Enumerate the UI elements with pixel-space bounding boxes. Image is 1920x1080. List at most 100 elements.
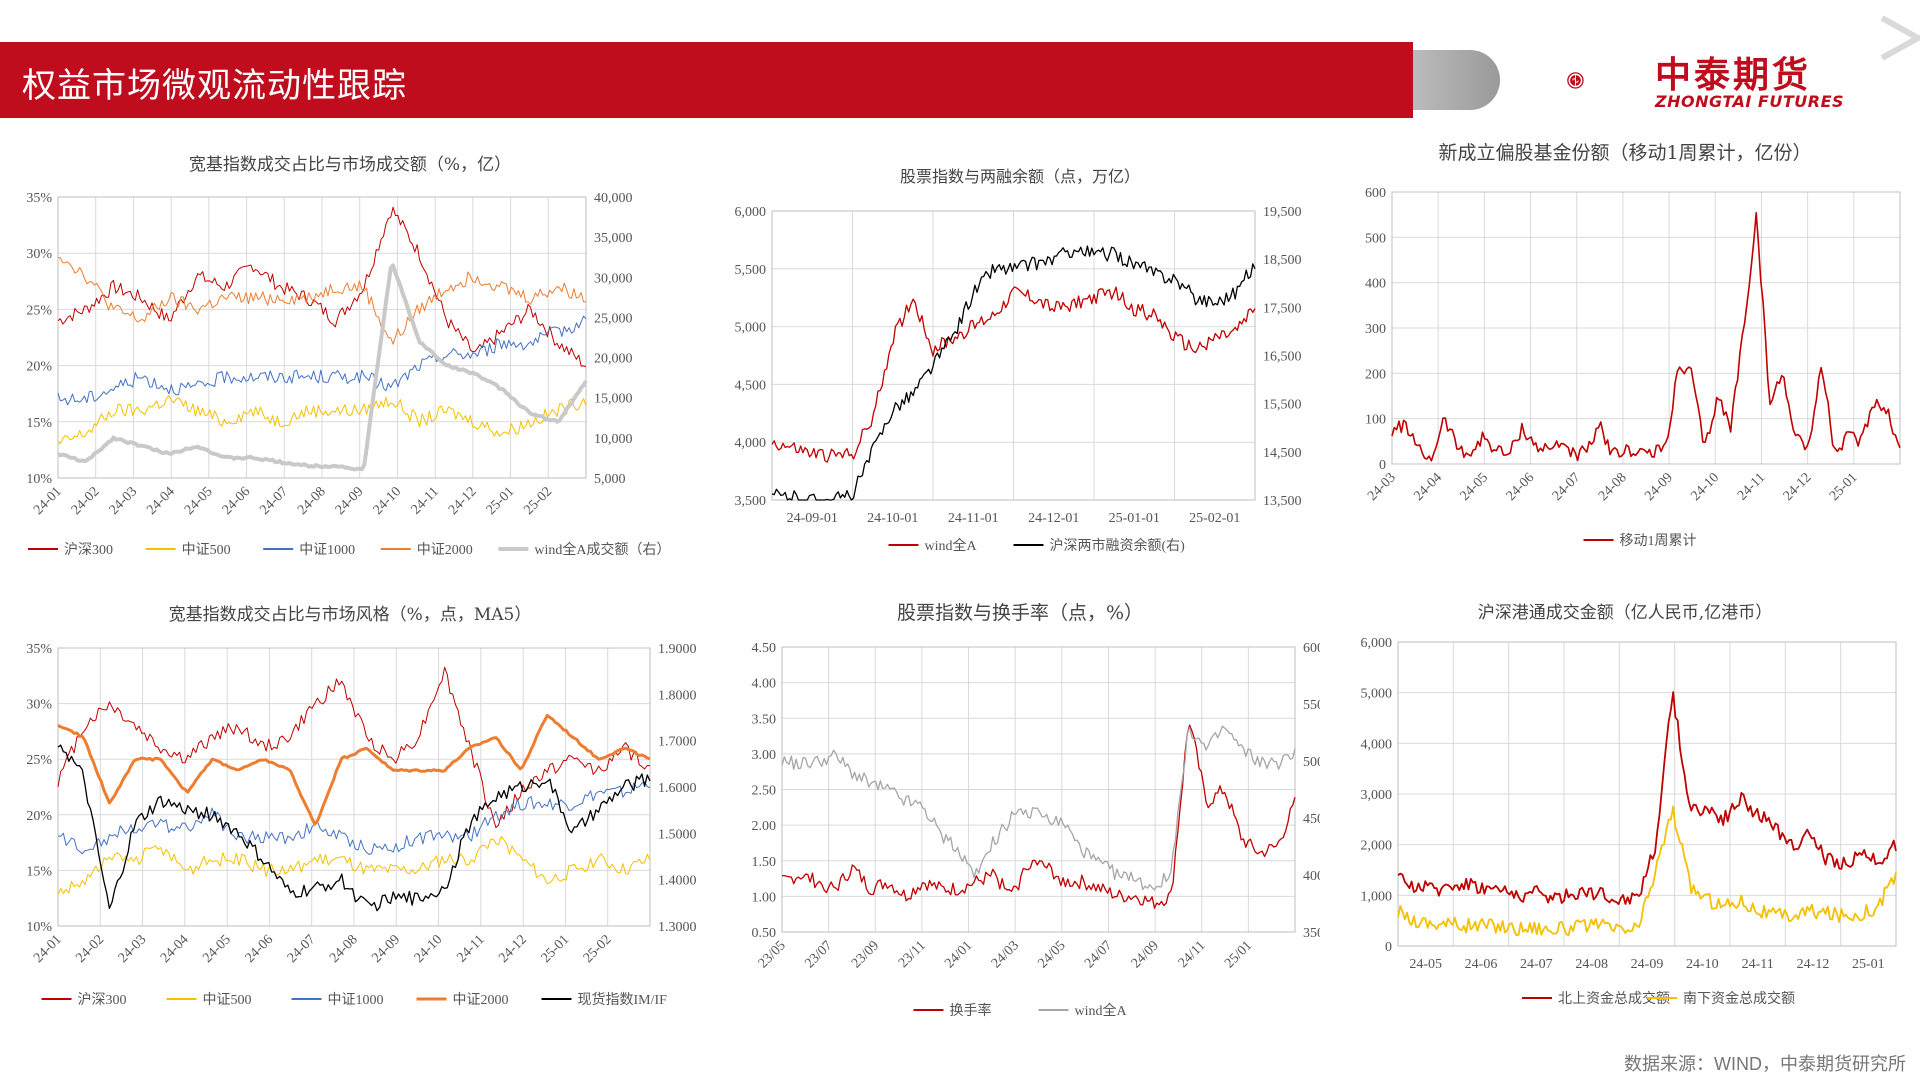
plot-frame [771, 210, 1256, 501]
x-tick-label: 25-01-01 [1109, 511, 1160, 526]
x-tick-label: 24-10 [1686, 957, 1719, 972]
y-tick-label: 0 [1385, 940, 1392, 955]
series-line [57, 263, 588, 472]
series-line [781, 725, 1296, 891]
x-tick-label: 24-12 [446, 484, 480, 518]
y-tick-label: 6,000 [1361, 636, 1393, 651]
x-tick-label: 24-07 [1550, 470, 1584, 504]
x-tick-label: 24-12-01 [1028, 511, 1079, 526]
x-tick-label: 24-11 [1742, 957, 1774, 972]
y2-tick-label: 40,000 [594, 191, 633, 206]
y-tick-label: 2,000 [1361, 839, 1393, 854]
y2-tick-label: 5500 [1303, 698, 1320, 713]
x-tick-label: 24-11-01 [948, 511, 999, 526]
x-tick-label: 24-03 [1365, 470, 1399, 504]
x-tick-label: 23/11 [896, 938, 929, 971]
chart-title: 宽基指数成交占比与市场风格（%，点，MA5） [168, 605, 532, 625]
y-tick-label: 2.50 [752, 784, 777, 799]
y-tick-label: 4.50 [752, 641, 777, 656]
y-tick-label: 15% [26, 864, 52, 879]
y-tick-label: 15% [26, 416, 52, 431]
y2-tick-label: 5,000 [594, 472, 626, 487]
x-tick-label: 25-01 [539, 932, 573, 966]
x-tick-label: 24-10 [371, 484, 405, 518]
y-tick-label: 25% [26, 753, 52, 768]
legend-label: 中证1000 [299, 542, 355, 558]
header-bar [0, 42, 1413, 118]
series-line [57, 744, 651, 912]
legend-label: 北上资金总成交额 [1558, 990, 1670, 1007]
series-line [771, 245, 1256, 501]
legend-label: 沪深300 [64, 542, 113, 558]
plot-frame [1391, 191, 1901, 465]
data-source-note: 数据来源：WIND，中泰期货研究所 [1624, 1054, 1906, 1074]
y2-tick-label: 13,500 [1263, 494, 1302, 509]
chart-title: 股票指数与换手率（点，%） [896, 602, 1144, 624]
x-tick-label: 24-07 [1520, 957, 1553, 972]
y-tick-label: 35% [26, 191, 52, 206]
chart-plot: 600 500 400 300 200 100 024-03 24-04 24-05 24-06 2… [1365, 186, 1901, 549]
x-tick-label: 24-04 [1411, 470, 1445, 504]
chart-title: 沪深港通成交金额（亿人民币,亿港币） [1477, 603, 1773, 623]
chart-plot: 35% 30% 25% 20% 15% 10% 1.9000 1.8000 1.7000 1.60… [26, 642, 696, 1008]
y-tick-label: 30% [26, 247, 52, 262]
page-title: 权益市场微观流动性跟踪 [22, 66, 407, 106]
y2-tick-label: 14,500 [1263, 446, 1302, 461]
x-tick-label: 24-05 [1409, 957, 1442, 972]
y-tick-label: 3,500 [735, 494, 767, 509]
series-line [1391, 212, 1901, 462]
chart-plot: 6,000 5,000 4,000 3,000 2,000 1,000 0 24-05 24-0… [1361, 636, 1897, 1007]
legend-label: 中证500 [182, 542, 231, 558]
x-tick-label: 25-02 [521, 484, 555, 518]
chart-plot: 4.50 4.00 3.50 3.00 2.50 2.00 1.50 1.00 0.50 6000… [752, 641, 1332, 1019]
series-line [57, 835, 651, 896]
x-tick-label: 24-08 [1575, 957, 1608, 972]
x-tick-label: 24-11 [454, 932, 487, 965]
x-tick-label: 24-05 [1457, 470, 1491, 504]
y-tick-label: 1,000 [1361, 889, 1393, 904]
y-tick-label: 5,000 [1361, 687, 1393, 702]
x-tick-label: 24/01 [942, 938, 975, 971]
y-tick-label: 200 [1365, 367, 1386, 382]
y2-tick-label: 15,500 [1263, 398, 1302, 413]
x-tick-label: 24-04 [158, 932, 192, 966]
x-tick-label: 25/01 [1222, 938, 1255, 971]
legend-label: wind全A [1075, 1002, 1128, 1019]
legend-label: 沪深两市融资余额(右) [1050, 537, 1186, 554]
y-tick-label: 5,000 [735, 321, 767, 336]
y-tick-label: 100 [1365, 413, 1386, 428]
y-tick-label: 300 [1365, 322, 1386, 337]
series-line [1397, 691, 1897, 906]
y-tick-label: 20% [26, 809, 52, 824]
logo-icon [1567, 72, 1584, 89]
series-line [57, 315, 587, 406]
x-tick-label: 24-06 [1465, 957, 1498, 972]
x-tick-label: 24-06 [220, 484, 254, 518]
y-tick-label: 3,000 [1361, 788, 1393, 803]
legend-label: 移动1周累计 [1620, 533, 1697, 549]
y2-tick-label: 17,500 [1263, 301, 1302, 316]
y2-tick-label: 25,000 [594, 311, 633, 326]
plot-frame [1397, 641, 1897, 947]
series-line [57, 713, 651, 826]
x-tick-label: 24-02 [73, 932, 107, 966]
x-tick-label: 24-10 [1688, 470, 1722, 504]
y-tick-label: 3.00 [752, 748, 777, 763]
x-tick-label: 25-02 [581, 932, 615, 966]
y-tick-label: 1.00 [752, 890, 777, 905]
legend-label: 中证500 [203, 992, 252, 1008]
x-tick-label: 24-07 [285, 932, 319, 966]
y2-tick-label: 4000 [1303, 869, 1320, 884]
x-tick-label: 25-02-01 [1189, 511, 1240, 526]
y-tick-label: 35% [26, 642, 52, 657]
y-tick-label: 10% [26, 920, 52, 935]
y-tick-label: 20% [26, 360, 52, 375]
x-tick-label: 23/09 [849, 938, 882, 971]
chart-title: 新成立偏股基金份额（移动1周累计，亿份） [1438, 142, 1812, 164]
chart-index-turnover-rate: 股票指数与换手率（点，%） 4.50 4.00 3.50 3.00 2.50 2.00 1.… [720, 590, 1332, 1030]
legend-label: wind全A成交额（右） [534, 541, 670, 558]
y-tick-label: 400 [1365, 277, 1386, 292]
y2-tick-label: 4500 [1303, 812, 1320, 827]
y-tick-label: 3.50 [752, 712, 777, 727]
legend-label: 中证1000 [328, 992, 384, 1008]
